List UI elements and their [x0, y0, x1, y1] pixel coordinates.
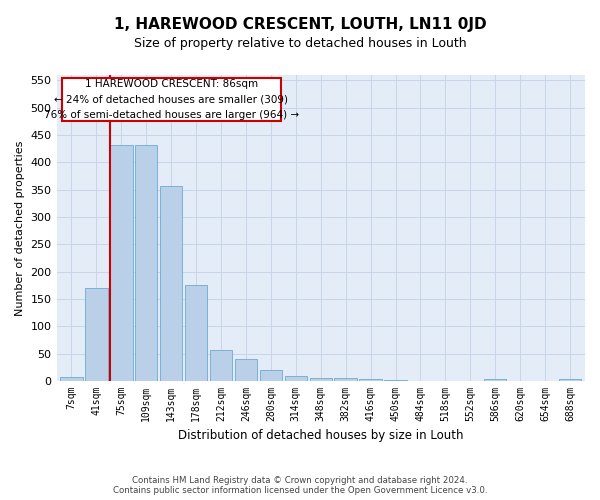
Bar	[135, 145, 157, 381]
Bar	[85, 288, 107, 381]
Text: 1, HAREWOOD CRESCENT, LOUTH, LN11 0JD: 1, HAREWOOD CRESCENT, LOUTH, LN11 0JD	[113, 18, 487, 32]
Y-axis label: Number of detached properties: Number of detached properties	[15, 140, 25, 316]
Bar	[559, 379, 581, 381]
Bar	[385, 380, 407, 381]
Bar	[210, 350, 232, 381]
FancyBboxPatch shape	[62, 78, 281, 122]
Bar	[484, 379, 506, 381]
Text: Size of property relative to detached houses in Louth: Size of property relative to detached ho…	[134, 38, 466, 51]
Bar	[310, 378, 332, 381]
X-axis label: Distribution of detached houses by size in Louth: Distribution of detached houses by size …	[178, 430, 464, 442]
Bar	[334, 378, 357, 381]
Bar	[185, 286, 208, 381]
Bar	[284, 376, 307, 381]
Bar	[60, 376, 83, 381]
Bar	[235, 359, 257, 381]
Bar	[260, 370, 282, 381]
Text: Contains HM Land Registry data © Crown copyright and database right 2024.
Contai: Contains HM Land Registry data © Crown c…	[113, 476, 487, 495]
Text: 1 HAREWOOD CRESCENT: 86sqm
← 24% of detached houses are smaller (309)
76% of sem: 1 HAREWOOD CRESCENT: 86sqm ← 24% of deta…	[44, 79, 299, 120]
Bar	[434, 380, 457, 381]
Bar	[409, 380, 431, 381]
Bar	[160, 186, 182, 381]
Bar	[110, 145, 133, 381]
Bar	[359, 380, 382, 381]
